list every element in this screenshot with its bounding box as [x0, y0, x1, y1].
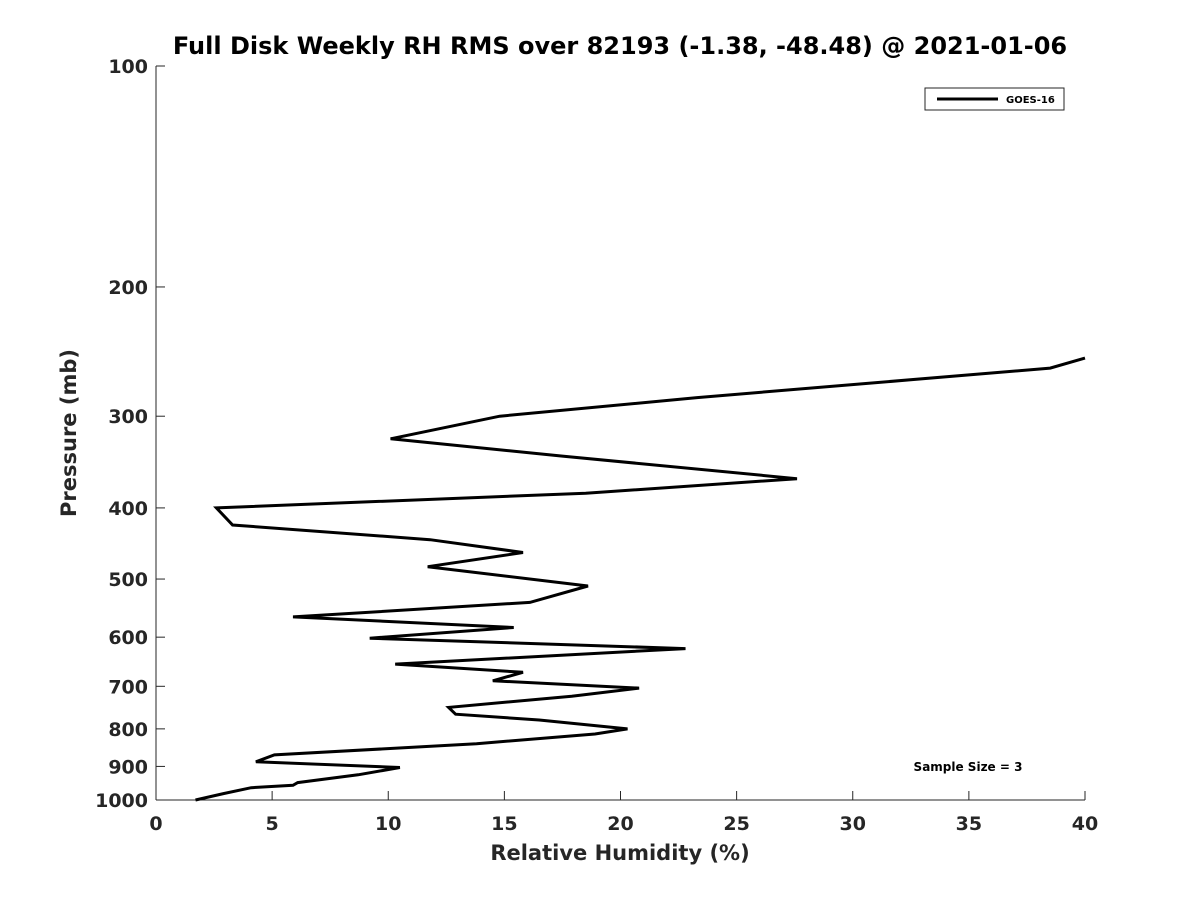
- legend: GOES-16: [924, 87, 1065, 111]
- y-axis-label: Pressure (mb): [57, 349, 81, 517]
- y-tick-label: 300: [108, 406, 148, 428]
- y-tick-label: 900: [108, 756, 148, 778]
- x-tick-label: 40: [1072, 813, 1098, 835]
- x-axis-label: Relative Humidity (%): [490, 841, 749, 865]
- y-tick-label: 100: [108, 56, 148, 78]
- y-tick-label: 600: [108, 627, 148, 649]
- x-tick-label: 15: [491, 813, 517, 835]
- x-ticks: 0 5 10 15 20 25 30 35 40: [149, 791, 1098, 835]
- x-tick-label: 25: [723, 813, 749, 835]
- series-line-goes-16: [195, 356, 1086, 802]
- y-ticks: 100 200 300 400 500 600 700 800 900 1000: [95, 56, 165, 812]
- x-tick-label: 0: [149, 813, 162, 835]
- y-tick-label: 800: [108, 719, 148, 741]
- legend-label-goes-16: GOES-16: [1006, 95, 1055, 106]
- plot-area: 0 5 10 15 20 25 30 35 40 100 200 300 400 500 600 700 80…: [95, 56, 1098, 835]
- x-tick-label: 30: [840, 813, 866, 835]
- series-layer: [195, 356, 1086, 802]
- y-tick-label: 1000: [95, 790, 148, 812]
- x-tick-label: 20: [607, 813, 633, 835]
- sample-size-annotation: Sample Size = 3: [914, 760, 1023, 774]
- y-tick-label: 200: [108, 277, 148, 299]
- y-tick-label: 700: [108, 676, 148, 698]
- y-tick-label: 500: [108, 569, 148, 591]
- y-tick-label: 400: [108, 498, 148, 520]
- x-tick-label: 35: [956, 813, 982, 835]
- x-tick-label: 10: [375, 813, 401, 835]
- chart-title: Full Disk Weekly RH RMS over 82193 (-1.3…: [173, 32, 1067, 60]
- x-tick-label: 5: [266, 813, 279, 835]
